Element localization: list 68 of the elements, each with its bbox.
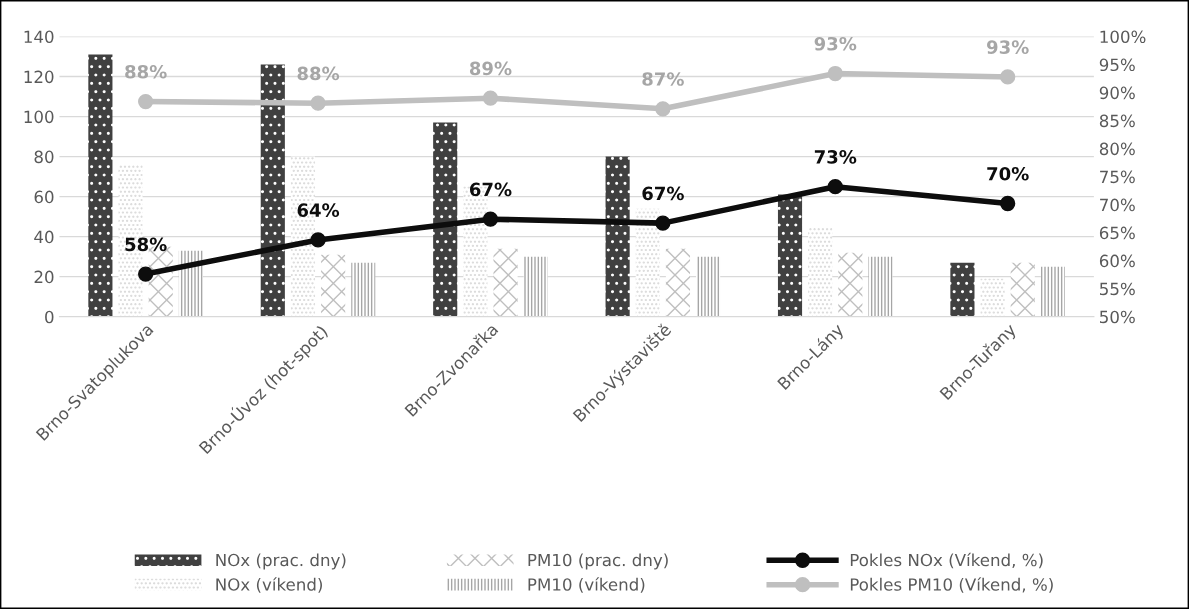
y2-tick-label: 95% xyxy=(1099,58,1135,72)
bar xyxy=(665,248,691,317)
bar xyxy=(868,256,893,317)
y2-tick-label: 65% xyxy=(1099,226,1135,240)
bar xyxy=(493,248,518,317)
bar xyxy=(777,194,803,317)
bar xyxy=(351,262,376,317)
bar xyxy=(433,122,458,317)
y2-tick-label: 60% xyxy=(1099,254,1135,268)
y2-tick-label: 100% xyxy=(1100,30,1146,44)
bar xyxy=(980,278,1005,317)
point xyxy=(482,90,499,106)
legend-label: Pokles PM10 (Víkend, %) xyxy=(850,577,1053,593)
bar xyxy=(950,262,975,317)
data-label: 89% xyxy=(469,61,512,76)
bar xyxy=(838,252,863,317)
legend-label: Pokles NOx (Víkend, %) xyxy=(850,552,1043,569)
bar xyxy=(808,226,833,317)
point xyxy=(310,95,326,111)
point xyxy=(482,211,499,227)
data-label: 87% xyxy=(642,72,684,86)
y-tick-label: 40 xyxy=(34,230,54,244)
bar xyxy=(260,64,285,317)
bar xyxy=(605,156,630,317)
bar xyxy=(321,254,346,317)
data-label: 64% xyxy=(297,203,340,217)
y-tick-label: 120 xyxy=(24,70,54,84)
y-tick-label: 20 xyxy=(34,270,54,284)
bar xyxy=(1010,262,1035,317)
point xyxy=(827,179,843,195)
point xyxy=(138,93,154,110)
y-tick-label: 80 xyxy=(34,150,54,164)
bar xyxy=(88,54,113,317)
data-label: 93% xyxy=(987,40,1029,54)
y2-tick-label: 85% xyxy=(1099,114,1135,128)
legend-label: PM10 (prac. dny) xyxy=(528,553,668,570)
data-label: 58% xyxy=(125,237,167,252)
point xyxy=(827,65,843,82)
data-label: 67% xyxy=(469,182,512,197)
bar xyxy=(696,256,721,317)
y-tick-label: 60 xyxy=(34,190,54,204)
data-label: 93% xyxy=(814,36,857,51)
point xyxy=(1000,195,1016,212)
bar xyxy=(523,256,548,317)
y-tick-label: 140 xyxy=(24,30,54,44)
y2-tick-label: 80% xyxy=(1099,142,1135,156)
data-label: 88% xyxy=(297,66,340,81)
y2-tick-label: 90% xyxy=(1099,86,1135,100)
data-label: 70% xyxy=(987,166,1029,181)
point xyxy=(655,101,671,117)
legend-label: NOx (víkend) xyxy=(216,577,322,593)
y2-tick-label: 70% xyxy=(1100,198,1135,212)
y-tick-label: 0 xyxy=(45,310,54,324)
legend-label: NOx (prac. dny) xyxy=(216,553,346,570)
legend-label: PM10 (víkend) xyxy=(528,577,645,593)
y-tick-label: 100 xyxy=(24,110,54,124)
point xyxy=(655,215,671,231)
data-label: 88% xyxy=(125,64,167,79)
point xyxy=(138,266,154,282)
y2-tick-label: 75% xyxy=(1100,170,1135,184)
bar xyxy=(1040,266,1065,317)
y2-tick-label: 50% xyxy=(1100,310,1135,324)
point xyxy=(1000,69,1016,85)
bar xyxy=(635,208,660,317)
y2-tick-label: 55% xyxy=(1100,282,1135,296)
point xyxy=(310,232,326,248)
data-label: 73% xyxy=(814,150,857,164)
data-label: 67% xyxy=(642,186,684,201)
